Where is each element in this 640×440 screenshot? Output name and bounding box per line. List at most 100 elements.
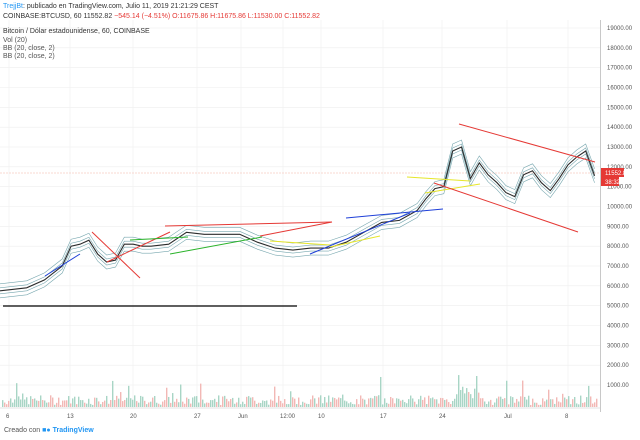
volume-bar xyxy=(128,385,130,407)
volume-bar xyxy=(422,399,424,407)
volume-bar xyxy=(60,404,62,407)
volume-bar xyxy=(426,404,428,407)
volume-bar xyxy=(410,395,412,407)
volume-bar xyxy=(208,402,210,407)
volume-bar xyxy=(392,398,394,407)
blue-trendline xyxy=(309,212,411,255)
last-price-tag: 11552.82 38:32 xyxy=(601,168,630,186)
volume-bar xyxy=(234,403,236,407)
volume-bar xyxy=(264,401,266,407)
volume-bar xyxy=(40,395,42,407)
red-trendline xyxy=(259,221,333,237)
volume-bar xyxy=(378,395,380,407)
tradingview-brand[interactable]: TradingView xyxy=(52,427,94,434)
volume-bar xyxy=(458,375,460,407)
volume-bar xyxy=(522,380,524,407)
volume-bar xyxy=(160,404,162,407)
volume-bar xyxy=(230,399,232,407)
volume-bar xyxy=(438,403,440,407)
y-tick-label: 10000.00 xyxy=(607,205,633,211)
volume-bar xyxy=(200,383,202,407)
y-tick-label: 14000.00 xyxy=(607,125,633,131)
volume-bar xyxy=(590,396,592,407)
volume-bar xyxy=(80,400,82,407)
volume-bar xyxy=(296,404,298,407)
volume-bar xyxy=(596,398,598,407)
study-volume[interactable]: Vol (20) xyxy=(3,37,28,44)
volume-bar xyxy=(508,404,510,407)
yellow-trendline xyxy=(269,240,331,246)
volume-bar xyxy=(560,402,562,407)
volume-bar xyxy=(180,384,182,407)
footer: Creado con ■● TradingView xyxy=(4,427,94,434)
volume-bar xyxy=(494,402,496,407)
volume-bar xyxy=(46,402,48,407)
author-link[interactable]: TrejjBt xyxy=(3,3,23,10)
volume-bar xyxy=(278,395,280,407)
volume-bar xyxy=(68,396,70,407)
volume-bar xyxy=(538,404,540,407)
volume-bar xyxy=(88,398,90,407)
volume-bar xyxy=(186,397,188,407)
volume-bar xyxy=(198,402,200,407)
volume-bar xyxy=(570,404,572,407)
volume-bar xyxy=(4,402,6,407)
volume-bar xyxy=(204,403,206,407)
x-tick-label: 13 xyxy=(67,414,74,420)
volume-bar xyxy=(44,400,46,407)
volume-bar xyxy=(84,402,86,407)
volume-bar xyxy=(432,397,434,407)
volume-bar xyxy=(288,404,290,407)
volume-bar xyxy=(306,403,308,407)
volume-bar xyxy=(514,402,516,407)
volume-bar xyxy=(94,397,96,407)
volume-bar xyxy=(140,395,142,407)
volume-bar xyxy=(108,403,110,407)
volume-bar xyxy=(284,399,286,407)
volume-bar xyxy=(456,394,458,407)
volume-bar xyxy=(210,400,212,407)
volume-bar xyxy=(478,392,480,407)
vertical-gridlines xyxy=(8,20,569,408)
volume-bar xyxy=(344,400,346,407)
volume-bar xyxy=(14,399,16,407)
volume-bar xyxy=(178,402,180,407)
volume-bar xyxy=(362,398,364,407)
y-tick-label: 11000.00 xyxy=(607,185,632,191)
y-tick-label: 8000.00 xyxy=(607,244,629,250)
volume-bar xyxy=(486,403,488,407)
volume-bar xyxy=(322,403,324,407)
volume-bar xyxy=(122,401,124,407)
volume-bar xyxy=(164,400,166,407)
volume-bar xyxy=(110,400,112,407)
volume-bar xyxy=(398,398,400,407)
volume-bar xyxy=(78,396,80,407)
volume-bar xyxy=(528,395,530,407)
volume-bar xyxy=(2,400,4,407)
volume-bar xyxy=(540,404,542,407)
volume-bar xyxy=(512,397,514,407)
volume-bar xyxy=(550,399,552,407)
study-bollinger-1[interactable]: BB (20, close, 2) xyxy=(3,45,55,52)
volume-bar xyxy=(340,398,342,407)
y-tick-label: 12000.00 xyxy=(607,165,633,171)
volume-bar xyxy=(358,404,360,407)
study-bollinger-2[interactable]: BB (20, close, 2) xyxy=(3,53,55,60)
volume-bar xyxy=(194,396,196,407)
green-trendline xyxy=(169,236,263,255)
volume-bar xyxy=(350,402,352,407)
volume-bar xyxy=(12,402,14,407)
volume-bar xyxy=(138,402,140,407)
volume-bar xyxy=(38,400,40,407)
volume-bar xyxy=(452,400,454,407)
volume-bar xyxy=(28,404,30,407)
volume-bar xyxy=(308,404,310,407)
volume-bar xyxy=(290,391,292,407)
volume-bar xyxy=(66,400,68,407)
volume-bar xyxy=(26,397,28,407)
volume-bar xyxy=(544,401,546,407)
volume-bar xyxy=(488,401,490,407)
volume-bar xyxy=(124,399,126,407)
volume-bar xyxy=(274,386,276,407)
